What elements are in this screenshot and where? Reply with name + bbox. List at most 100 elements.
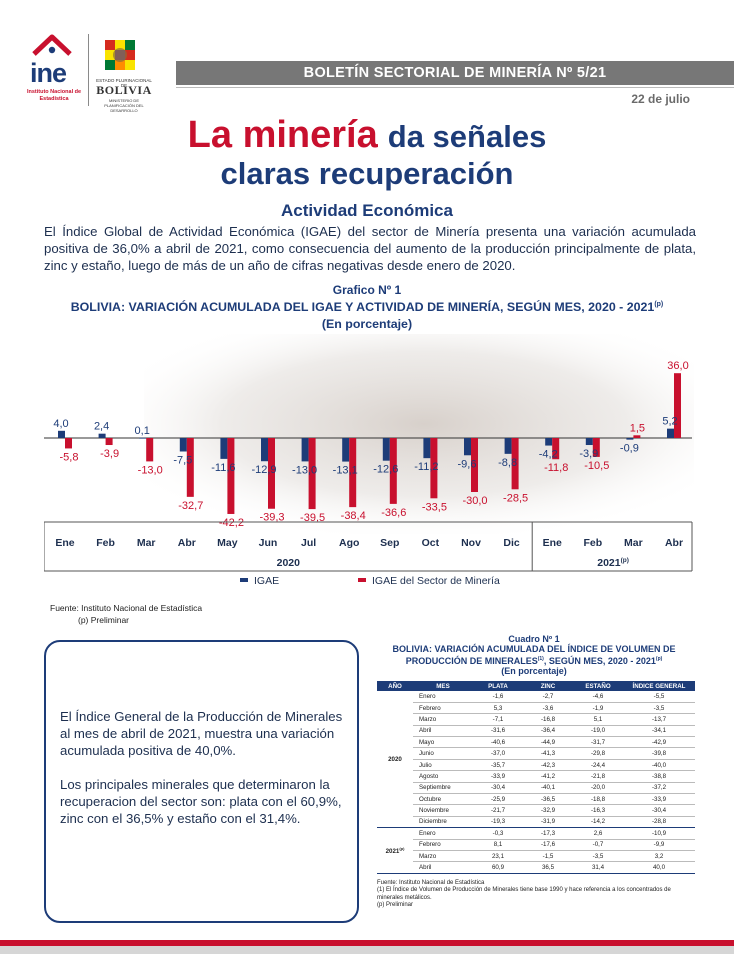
intro-paragraph: El Índice Global de Actividad Económica … <box>44 224 696 273</box>
chart-label: Grafico Nº 1 <box>332 283 402 297</box>
general-index-cell: -13,7 <box>623 713 695 726</box>
general-index-cell: -33,9 <box>623 793 695 806</box>
tin-cell: -31,7 <box>573 736 623 749</box>
title-highlight: La minería <box>187 114 378 156</box>
bar-mining <box>268 438 275 509</box>
data-label-mining: -32,7 <box>178 500 203 512</box>
month-cell: Noviembre <box>413 804 473 817</box>
x-tick-label: Dic <box>503 537 519 549</box>
month-cell: Enero <box>413 827 473 840</box>
bar-igae <box>626 438 634 440</box>
zinc-cell: -41,3 <box>523 747 573 760</box>
month-cell: Abril <box>413 725 473 738</box>
tin-cell: -19,0 <box>573 725 623 738</box>
bar-mining <box>186 438 194 497</box>
ine-roof-icon <box>32 34 72 56</box>
data-label-mining: -39,3 <box>259 512 284 524</box>
silver-cell: -30,4 <box>473 782 523 795</box>
x-tick-label: Ago <box>339 537 359 549</box>
bar-igae <box>179 438 187 452</box>
data-label-igae: -3,9 <box>579 448 598 460</box>
bar-mining <box>633 435 641 438</box>
bar-igae <box>504 438 512 454</box>
tin-cell: -20,0 <box>573 782 623 795</box>
footer-red-stripe <box>0 940 734 946</box>
bar-mining <box>592 438 600 457</box>
silver-cell: -37,0 <box>473 747 523 760</box>
table-row: Julio -35,7 -42,3 -24,4 -40,0 <box>377 759 695 772</box>
month-cell: Abril <box>413 861 473 874</box>
tin-cell: -0,7 <box>573 839 623 851</box>
data-label-mining: -10,5 <box>584 460 609 472</box>
general-index-cell: -38,8 <box>623 770 695 783</box>
chart-source-line1: Fuente: Instituto Nacional de Estadístic… <box>50 603 203 613</box>
zinc-cell: -1,5 <box>523 850 573 863</box>
silver-cell: 60,9 <box>473 861 523 874</box>
x-tick-label: Jun <box>259 537 278 549</box>
table-title-part: PRODUCCIÓN DE MINERALES <box>405 656 538 666</box>
general-index-cell: 3,2 <box>623 850 695 863</box>
year-cell: 2020 <box>377 691 413 829</box>
year-cell-sup: (p) <box>399 845 405 851</box>
month-cell: Mayo <box>413 736 473 749</box>
data-label-igae: -13,0 <box>292 464 317 476</box>
x-tick-label: Sep <box>380 537 399 549</box>
general-index-cell: -28,8 <box>623 816 695 829</box>
general-index-cell: -42,9 <box>623 736 695 749</box>
table-title-sup2: (p) <box>655 656 663 662</box>
chart-title-sup: (p) <box>654 300 664 308</box>
table-title-part2: , SEGÚN MES, 2020 - 2021 <box>543 656 656 666</box>
data-label-mining: -38,4 <box>341 510 366 522</box>
bar-mining <box>511 438 519 490</box>
silver-cell: 5,3 <box>473 702 523 715</box>
zinc-cell: -16,8 <box>523 713 573 726</box>
summary-paragraph-1: El Índice General de la Producción de Mi… <box>60 709 343 758</box>
table-row: Marzo 23,1 -1,5 -3,5 3,2 <box>377 850 695 863</box>
page-title-line2: claras recuperación <box>220 156 514 191</box>
bar-mining <box>349 438 357 508</box>
table-row: Junio -37,0 -41,3 -29,8 -39,8 <box>377 747 695 760</box>
bar-igae <box>423 438 431 459</box>
silver-cell: -21,7 <box>473 804 523 817</box>
table-row: Noviembre -21,7 -32,9 -16,3 -30,4 <box>377 804 695 817</box>
bar-igae <box>585 438 593 446</box>
bar-igae <box>382 438 390 461</box>
ine-logo-subtitle: Instituto Nacional de Estadística <box>26 89 82 102</box>
data-label-mining: -3,9 <box>100 448 119 460</box>
tin-cell: -21,8 <box>573 770 623 783</box>
data-label-igae: -4,2 <box>539 449 558 461</box>
tin-cell: -24,4 <box>573 759 623 772</box>
data-label-igae: 2,4 <box>94 421 109 433</box>
legend-swatch-igae <box>240 578 248 582</box>
data-label-mining: 36,0 <box>667 360 688 372</box>
table-row: Mayo -40,6 -44,9 -31,7 -42,9 <box>377 736 695 749</box>
silver-cell: -1,6 <box>473 691 523 703</box>
general-index-cell: -37,2 <box>623 782 695 795</box>
zinc-cell: -17,6 <box>523 839 573 851</box>
data-label-igae: -11,6 <box>211 462 235 474</box>
header-zinc: ZINC <box>523 681 573 691</box>
section-heading: Actividad Económica <box>281 201 453 220</box>
bar-mining <box>552 438 560 460</box>
month-cell: Junio <box>413 747 473 760</box>
month-cell: Agosto <box>413 770 473 783</box>
general-index-cell: -5,5 <box>623 691 695 703</box>
tin-cell: -1,9 <box>573 702 623 715</box>
table-note-source: Fuente: Instituto Nacional de Estadístic… <box>377 880 485 886</box>
year-group-sup: (p) <box>621 557 629 564</box>
zinc-cell: -31,9 <box>523 816 573 829</box>
summary-paragraph-2: Los principales minerales que determinar… <box>60 777 342 826</box>
bar-igae <box>58 430 65 438</box>
silver-cell: -7,1 <box>473 713 523 726</box>
data-label-igae: -11,2 <box>414 461 438 473</box>
month-cell: Octubre <box>413 793 473 806</box>
zinc-cell: -3,6 <box>523 702 573 715</box>
chart-background-photo <box>144 334 694 534</box>
tin-cell: 5,1 <box>573 713 623 726</box>
bar-igae <box>220 438 228 459</box>
legend-label-igae: IGAE <box>254 575 279 587</box>
tin-cell: 31,4 <box>573 861 623 874</box>
bar-igae <box>139 437 147 439</box>
table-row: Octubre -25,9 -36,5 -18,8 -33,9 <box>377 793 695 806</box>
x-tick-label: Mar <box>137 537 156 549</box>
